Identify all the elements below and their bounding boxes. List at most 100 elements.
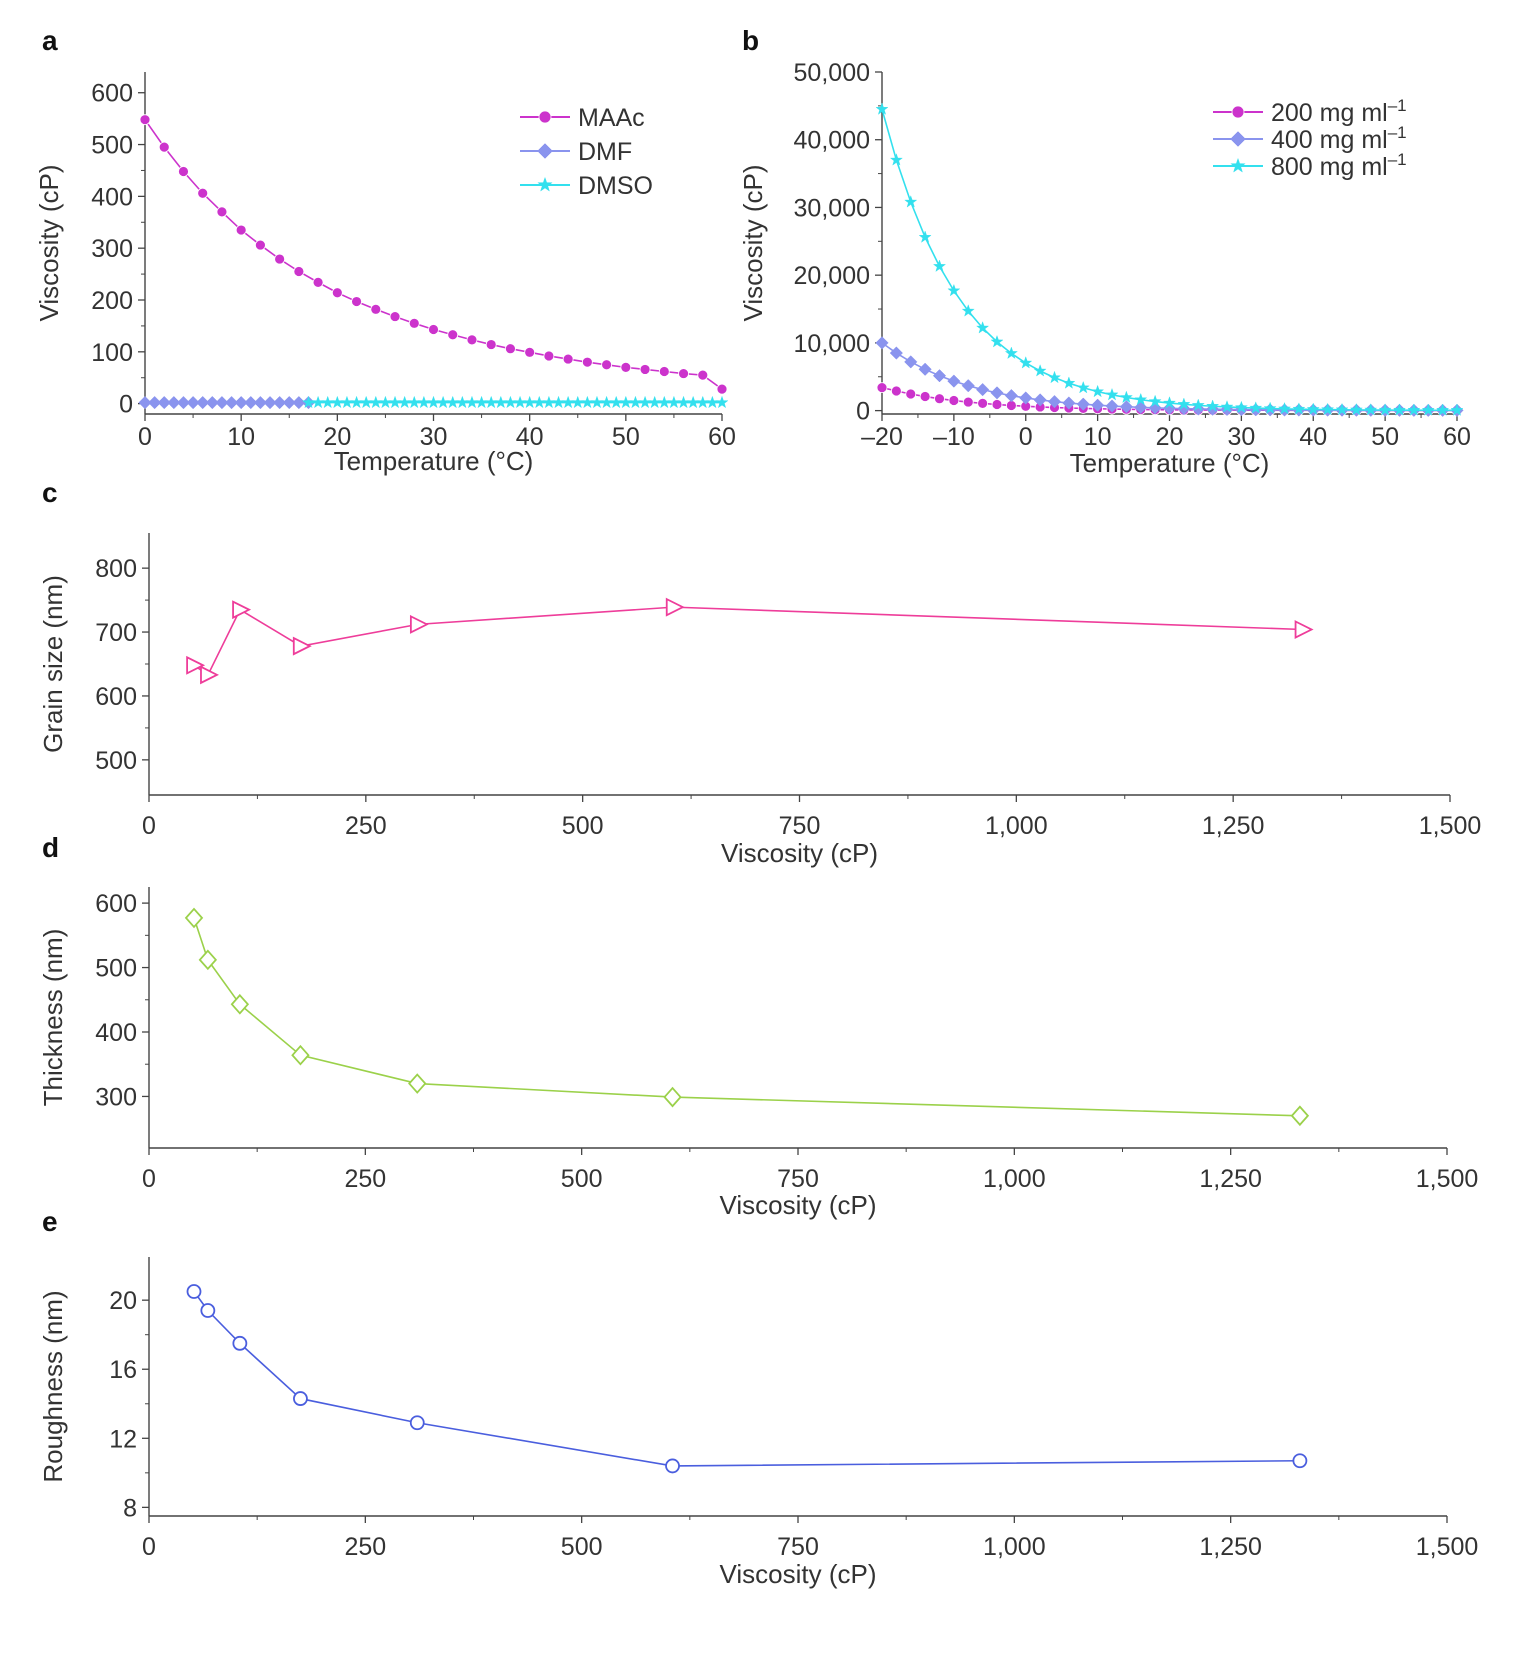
data-point — [224, 395, 239, 410]
data-point — [158, 141, 170, 153]
data-point — [378, 395, 392, 409]
data-point — [890, 385, 902, 397]
x-tick-label: 0 — [1019, 423, 1033, 451]
data-point — [619, 395, 633, 409]
data-point — [523, 395, 537, 409]
data-point — [715, 395, 729, 409]
data-point — [562, 353, 574, 365]
y-tick-label: 12 — [109, 1425, 137, 1453]
y-tick-label: 600 — [95, 683, 137, 711]
y-tick-label: 600 — [91, 80, 133, 108]
y-tick-label: 800 — [95, 555, 137, 583]
data-point — [447, 329, 459, 341]
panel-a: a0 10 20 30 40 50 600100200300400500600Tempera… — [34, 25, 736, 476]
panel-e: e 0 250 500 750 1,000 1,250 1,500 8 12 16 20 Viscosi… — [38, 1206, 1478, 1589]
data-point — [398, 395, 412, 409]
data-point — [875, 336, 889, 350]
data-point — [524, 346, 536, 358]
data-point — [962, 396, 974, 408]
x-tick-label: 1,500 — [1416, 1533, 1479, 1561]
data-point — [638, 395, 652, 409]
data-point — [1378, 403, 1392, 416]
y-tick-label: 0 — [856, 398, 870, 426]
data-point — [934, 393, 945, 405]
data-point — [311, 395, 325, 409]
data-point — [1294, 620, 1314, 639]
series-800-mg-ml — [875, 102, 1464, 416]
y-axis-label: Roughness (nm) — [38, 1290, 68, 1482]
data-point — [254, 239, 266, 251]
data-point — [1148, 394, 1162, 408]
x-tick-label: 250 — [345, 812, 387, 840]
x-tick-label: 20 — [1156, 423, 1184, 451]
y-tick-label: 500 — [95, 747, 137, 775]
data-point — [876, 382, 888, 393]
data-point — [230, 993, 250, 1015]
x-tick-label: 0 — [142, 1165, 156, 1193]
data-point — [408, 1073, 427, 1094]
x-tick-label: –20 — [861, 423, 903, 451]
data-point — [532, 395, 546, 409]
x-tick-label: 60 — [1443, 423, 1471, 451]
data-point — [1091, 398, 1105, 412]
legend-label: DMF — [578, 138, 632, 166]
data-point — [232, 1335, 248, 1351]
data-point — [196, 395, 210, 410]
x-tick-label: 10 — [1084, 423, 1112, 451]
x-tick-label: 750 — [777, 1165, 819, 1193]
data-point — [157, 395, 171, 410]
y-tick-label: 200 — [91, 287, 133, 315]
data-point — [455, 395, 469, 409]
y-tick-label: 100 — [91, 339, 133, 367]
data-point — [1450, 403, 1464, 416]
data-point — [677, 395, 691, 409]
data-point — [1364, 403, 1378, 416]
data-point — [1019, 391, 1033, 405]
data-point — [1047, 395, 1062, 409]
data-point — [389, 311, 401, 322]
x-tick-label: 1,500 — [1419, 812, 1482, 840]
data-point — [350, 395, 364, 409]
data-point — [1033, 364, 1047, 377]
legend-label: 800 mg ml–1 — [1271, 150, 1407, 181]
data-point — [505, 343, 516, 355]
data-point — [475, 395, 489, 409]
data-point — [932, 259, 947, 272]
series-line — [144, 119, 723, 390]
data-point — [215, 395, 229, 410]
data-point — [904, 195, 918, 208]
data-point — [590, 395, 604, 409]
data-point — [657, 395, 671, 409]
data-point — [1436, 403, 1450, 416]
data-point — [542, 395, 556, 409]
y-tick-label: 500 — [91, 132, 133, 160]
series-dmf — [138, 395, 316, 410]
x-axis-label: Viscosity (cP) — [721, 838, 878, 868]
data-point — [648, 395, 662, 409]
y-tick-label: 50,000 — [794, 59, 870, 87]
data-point — [351, 296, 362, 307]
data-point — [1306, 402, 1320, 415]
y-axis-label: Grain size (nm) — [38, 575, 68, 753]
x-tick-label: 0 — [142, 812, 156, 840]
data-point — [197, 187, 209, 199]
data-point — [428, 324, 439, 335]
x-tick-label: 1,000 — [985, 812, 1048, 840]
data-point — [340, 395, 354, 409]
data-point — [976, 383, 990, 397]
data-point — [639, 364, 651, 375]
data-point — [665, 597, 685, 617]
data-point — [417, 395, 431, 409]
data-point — [359, 395, 373, 409]
x-tick-label: 750 — [777, 1533, 819, 1561]
data-point — [465, 395, 479, 409]
data-point — [186, 395, 200, 410]
x-tick-label: 250 — [344, 1533, 386, 1561]
series-line — [193, 1291, 1300, 1467]
data-point — [665, 1458, 680, 1474]
data-point — [1263, 401, 1277, 415]
data-point — [1292, 1453, 1308, 1469]
x-tick-label: 10 — [227, 423, 255, 451]
data-point — [889, 346, 903, 360]
data-point — [321, 395, 335, 409]
